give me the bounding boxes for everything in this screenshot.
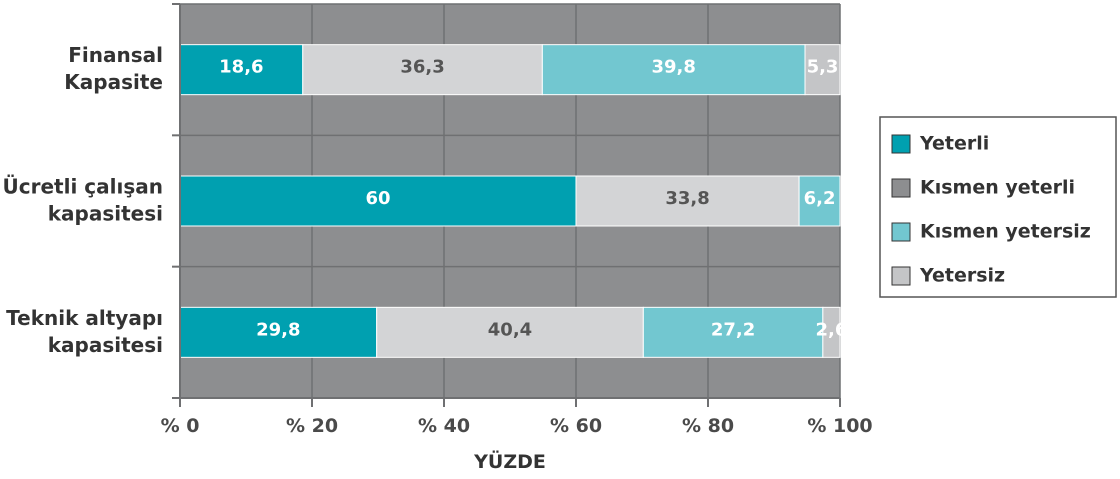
x-tick-label: % 40	[418, 415, 470, 437]
x-tick-label: % 80	[682, 415, 734, 437]
bar-segment	[541, 44, 806, 96]
bars-group: 18,6 36,3 39,8 5,3 60 33,8 6,2 29,8 40,4 27,2 2,6	[179, 44, 847, 358]
data-label: 18,6	[219, 57, 263, 78]
data-label: 5,3	[807, 57, 839, 78]
bar-segment	[376, 306, 644, 358]
x-tick-label: % 60	[550, 415, 602, 437]
data-label: 36,3	[400, 57, 444, 78]
bar-segment	[822, 306, 841, 358]
legend-swatch	[891, 266, 911, 286]
legend-label: Yeterli	[919, 133, 989, 155]
legend-swatch	[891, 222, 911, 242]
category-label: Teknik altyapı kapasitesi	[6, 305, 163, 356]
bar-segment	[302, 44, 543, 96]
x-tick-label: % 100	[807, 415, 872, 437]
category-label: Finansal Kapasite	[64, 43, 163, 94]
bar-segment	[804, 44, 841, 96]
x-tick-label: % 20	[286, 415, 338, 437]
data-label: 29,8	[256, 319, 300, 340]
legend-label: Yetersiz	[919, 265, 1005, 287]
bar-segment	[575, 175, 800, 227]
x-axis-title: YÜZDE	[473, 449, 546, 473]
legend-label: Kısmen yetersiz	[920, 221, 1091, 243]
bar-segment	[642, 306, 824, 358]
bar-segment	[179, 306, 378, 358]
category-labels: Finansal Kapasite Ücretli çalışan kapasites…	[3, 43, 163, 357]
data-label: 6,2	[804, 188, 836, 209]
data-label: 60	[365, 188, 390, 209]
legend-swatch	[891, 134, 911, 154]
data-label: 2,6	[815, 319, 847, 340]
data-label: 27,2	[711, 319, 755, 340]
legend-label: Kısmen yeterli	[920, 177, 1075, 199]
legend-box	[879, 116, 1117, 298]
legend: Yeterli Kısmen yeterli Kısmen yetersiz Yete…	[879, 116, 1117, 298]
x-axis: % 0 % 20 % 40 % 60 % 80 % 100	[161, 3, 873, 437]
bar-segment	[798, 175, 841, 227]
data-label: 33,8	[665, 188, 709, 209]
data-label: 40,4	[488, 319, 532, 340]
x-tick-label: % 0	[161, 415, 200, 437]
legend-swatch	[891, 178, 911, 198]
category-label: Ücretli çalışan kapasitesi	[3, 174, 163, 225]
data-label: 39,8	[651, 57, 695, 78]
bar-segment	[179, 44, 304, 96]
